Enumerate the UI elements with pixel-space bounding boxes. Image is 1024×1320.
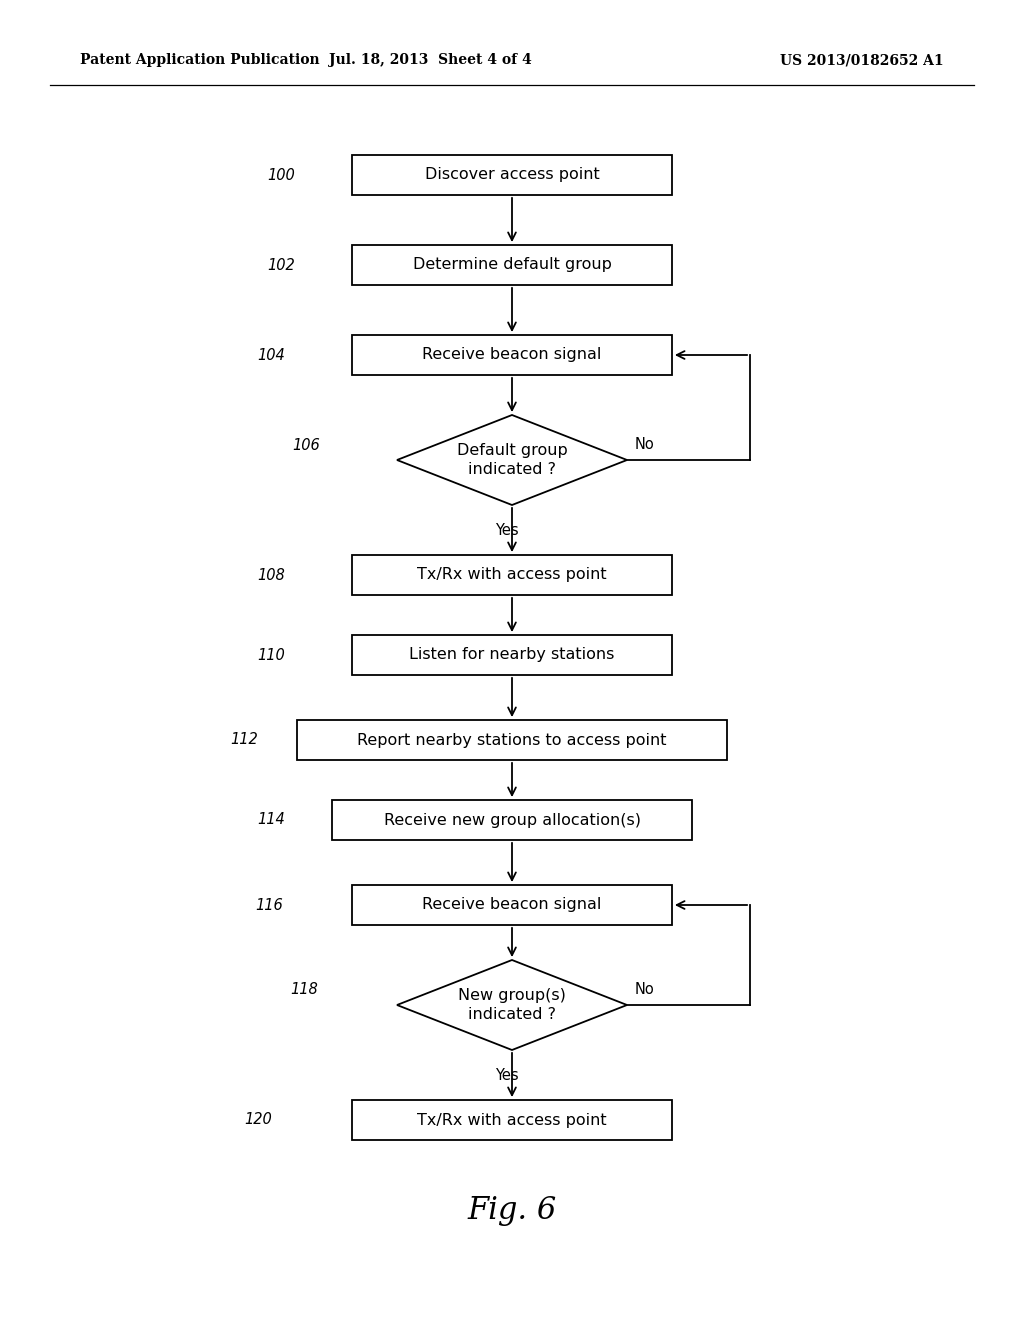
Bar bbox=[352, 554, 672, 595]
Text: No: No bbox=[635, 437, 654, 451]
Text: 102: 102 bbox=[267, 257, 295, 272]
Bar bbox=[297, 719, 727, 760]
Text: Receive beacon signal: Receive beacon signal bbox=[422, 347, 602, 363]
Text: 118: 118 bbox=[290, 982, 318, 998]
Bar bbox=[352, 154, 672, 195]
Bar bbox=[352, 246, 672, 285]
Text: 104: 104 bbox=[257, 347, 285, 363]
Text: Tx/Rx with access point: Tx/Rx with access point bbox=[417, 568, 607, 582]
Text: Default group
indicated ?: Default group indicated ? bbox=[457, 442, 567, 478]
Text: Tx/Rx with access point: Tx/Rx with access point bbox=[417, 1113, 607, 1127]
Text: 106: 106 bbox=[292, 437, 319, 453]
Text: 120: 120 bbox=[245, 1113, 272, 1127]
Text: 114: 114 bbox=[257, 813, 285, 828]
Text: 110: 110 bbox=[257, 648, 285, 663]
Text: 100: 100 bbox=[267, 168, 295, 182]
Bar bbox=[332, 800, 692, 840]
Text: Discover access point: Discover access point bbox=[425, 168, 599, 182]
Bar bbox=[352, 884, 672, 925]
Text: Patent Application Publication: Patent Application Publication bbox=[80, 53, 319, 67]
Bar bbox=[352, 335, 672, 375]
Text: No: No bbox=[635, 982, 654, 997]
Text: Report nearby stations to access point: Report nearby stations to access point bbox=[357, 733, 667, 747]
Polygon shape bbox=[397, 414, 627, 506]
Text: Jul. 18, 2013  Sheet 4 of 4: Jul. 18, 2013 Sheet 4 of 4 bbox=[329, 53, 531, 67]
Bar bbox=[352, 1100, 672, 1140]
Text: 116: 116 bbox=[255, 898, 283, 912]
Text: Determine default group: Determine default group bbox=[413, 257, 611, 272]
Polygon shape bbox=[397, 960, 627, 1049]
Text: Yes: Yes bbox=[496, 523, 519, 539]
Text: 112: 112 bbox=[230, 733, 258, 747]
Text: Receive beacon signal: Receive beacon signal bbox=[422, 898, 602, 912]
Text: Fig. 6: Fig. 6 bbox=[467, 1195, 557, 1225]
Text: Yes: Yes bbox=[496, 1068, 519, 1082]
Text: Receive new group allocation(s): Receive new group allocation(s) bbox=[384, 813, 640, 828]
Text: Listen for nearby stations: Listen for nearby stations bbox=[410, 648, 614, 663]
Bar bbox=[352, 635, 672, 675]
Text: US 2013/0182652 A1: US 2013/0182652 A1 bbox=[780, 53, 944, 67]
Text: New group(s)
indicated ?: New group(s) indicated ? bbox=[458, 987, 566, 1023]
Text: 108: 108 bbox=[257, 568, 285, 582]
